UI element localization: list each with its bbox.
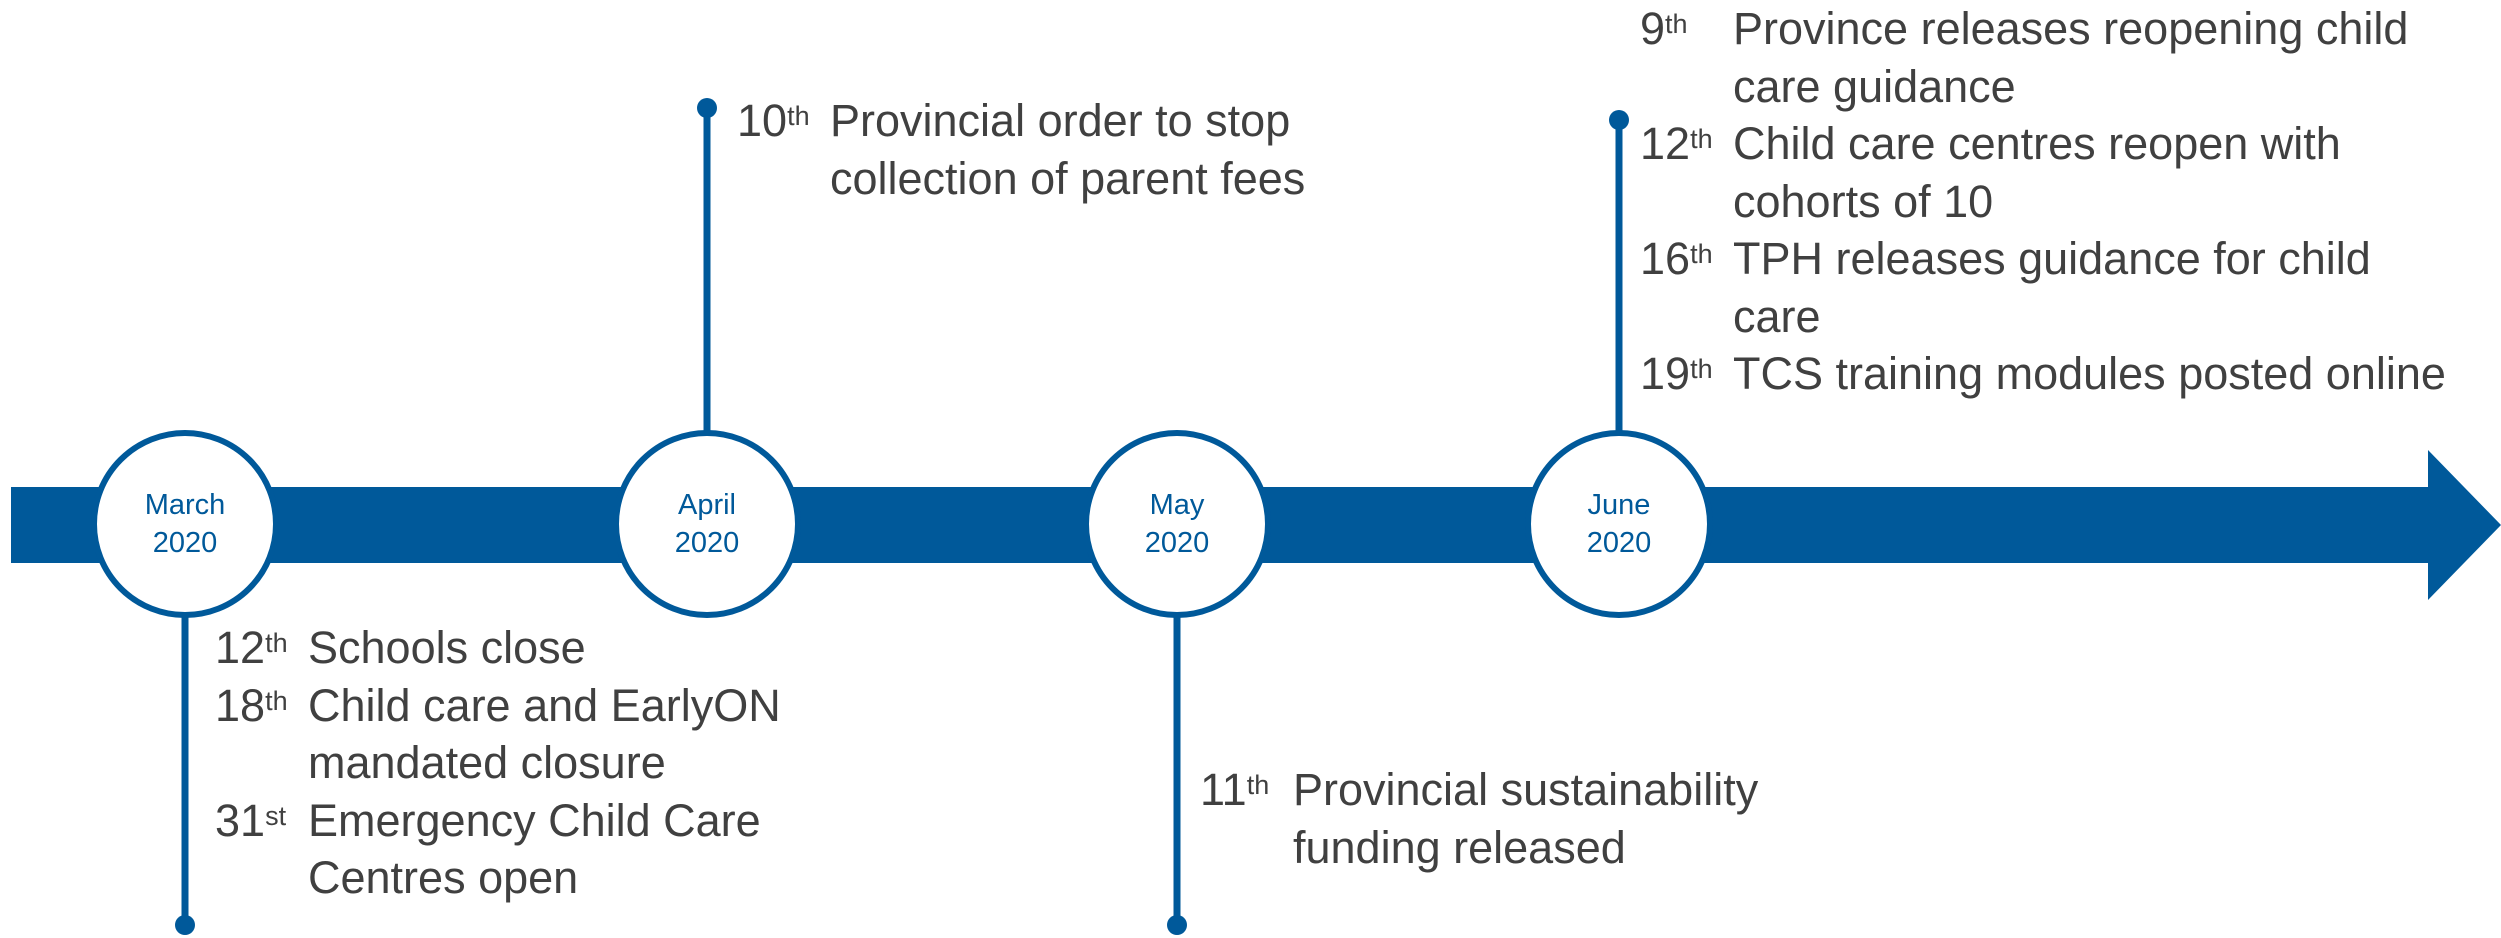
month: June xyxy=(1587,489,1651,521)
event-text: Province releases reopening child care g… xyxy=(1733,3,2409,112)
connector-dot xyxy=(1167,915,1187,935)
event-text: TPH releases guidance for child care xyxy=(1733,233,2371,342)
year: 2020 xyxy=(1586,527,1652,559)
event-text: TCS training modules posted online xyxy=(1733,348,2446,399)
event-text: Provincial sustainability funding releas… xyxy=(1293,764,1759,873)
event-day: 11th xyxy=(1200,761,1293,876)
event: 19th TCS training modules posted online xyxy=(1640,345,2470,403)
month: April xyxy=(677,489,736,521)
day-suffix: th xyxy=(265,685,288,716)
day-suffix: th xyxy=(787,101,810,131)
year: 2020 xyxy=(1144,527,1210,559)
day-number: 12 xyxy=(1640,118,1691,169)
event: 10th Provincial order to stop collection … xyxy=(737,92,1357,207)
day-suffix: th xyxy=(1665,9,1688,39)
event-day: 9th xyxy=(1640,0,1733,115)
month-label: May 2020 xyxy=(1087,486,1267,562)
connector-dot xyxy=(697,98,717,118)
event-day: 31st xyxy=(215,792,308,907)
day-number: 11 xyxy=(1200,764,1247,815)
year: 2020 xyxy=(674,527,740,559)
month-label: March 2020 xyxy=(95,486,275,562)
event-day: 18th xyxy=(215,677,308,792)
month-label: April 2020 xyxy=(617,486,797,562)
event-list: 11th Provincial sustainability funding re… xyxy=(1200,761,1820,876)
day-suffix: th xyxy=(265,628,288,658)
event: 18th Child care and EarlyON mandated clos… xyxy=(215,677,835,792)
connector-dot xyxy=(175,915,195,935)
day-suffix: st xyxy=(265,800,287,831)
arrow-head xyxy=(2428,450,2501,600)
event: 31st Emergency Child Care Centres open xyxy=(215,792,835,907)
event-list: 10th Provincial order to stop collection … xyxy=(737,92,1357,207)
event-text: Child care and EarlyON mandated closure xyxy=(308,679,781,789)
day-suffix: th xyxy=(1246,770,1270,800)
event: 11th Provincial sustainability funding re… xyxy=(1200,761,1820,876)
day-number: 12 xyxy=(215,622,266,673)
event: 12th Schools close xyxy=(215,619,835,677)
event-text: Provincial order to stop collection of p… xyxy=(830,95,1306,204)
month-circle xyxy=(1083,430,1271,618)
event-day: 12th xyxy=(215,619,308,677)
event-day: 10th xyxy=(737,92,830,207)
event: 9th Province releases reopening child car… xyxy=(1640,0,2470,115)
event: 12th Child care centres reopen with cohor… xyxy=(1640,115,2470,230)
event-day: 12th xyxy=(1640,115,1733,230)
month: May xyxy=(1149,489,1205,521)
event-text: Schools close xyxy=(308,622,586,673)
month-circle xyxy=(1525,430,1713,618)
day-number: 31 xyxy=(215,794,266,846)
day-number: 18 xyxy=(215,679,266,731)
month: March xyxy=(144,489,226,521)
event-day: 19th xyxy=(1640,345,1733,403)
day-number: 10 xyxy=(737,95,788,146)
day-suffix: th xyxy=(1690,354,1713,384)
day-number: 19 xyxy=(1640,348,1691,399)
day-number: 16 xyxy=(1640,233,1691,284)
connector-dot xyxy=(1609,110,1629,130)
month-label: June 2020 xyxy=(1529,486,1709,562)
day-suffix: th xyxy=(1690,124,1713,154)
event-list: 9th Province releases reopening child car… xyxy=(1640,0,2470,403)
day-suffix: th xyxy=(1690,239,1713,269)
year: 2020 xyxy=(152,527,218,559)
event-text: Child care centres reopen with cohorts o… xyxy=(1733,118,2341,227)
event: 16th TPH releases guidance for child care xyxy=(1640,230,2470,345)
day-number: 9 xyxy=(1640,3,1666,54)
event-text: Emergency Child Care Centres open xyxy=(308,794,761,904)
month-circle xyxy=(91,430,279,618)
event-day: 16th xyxy=(1640,230,1733,345)
month-circle xyxy=(613,430,801,618)
event-list: 12th Schools close 18th Child care and Earl… xyxy=(215,619,835,907)
